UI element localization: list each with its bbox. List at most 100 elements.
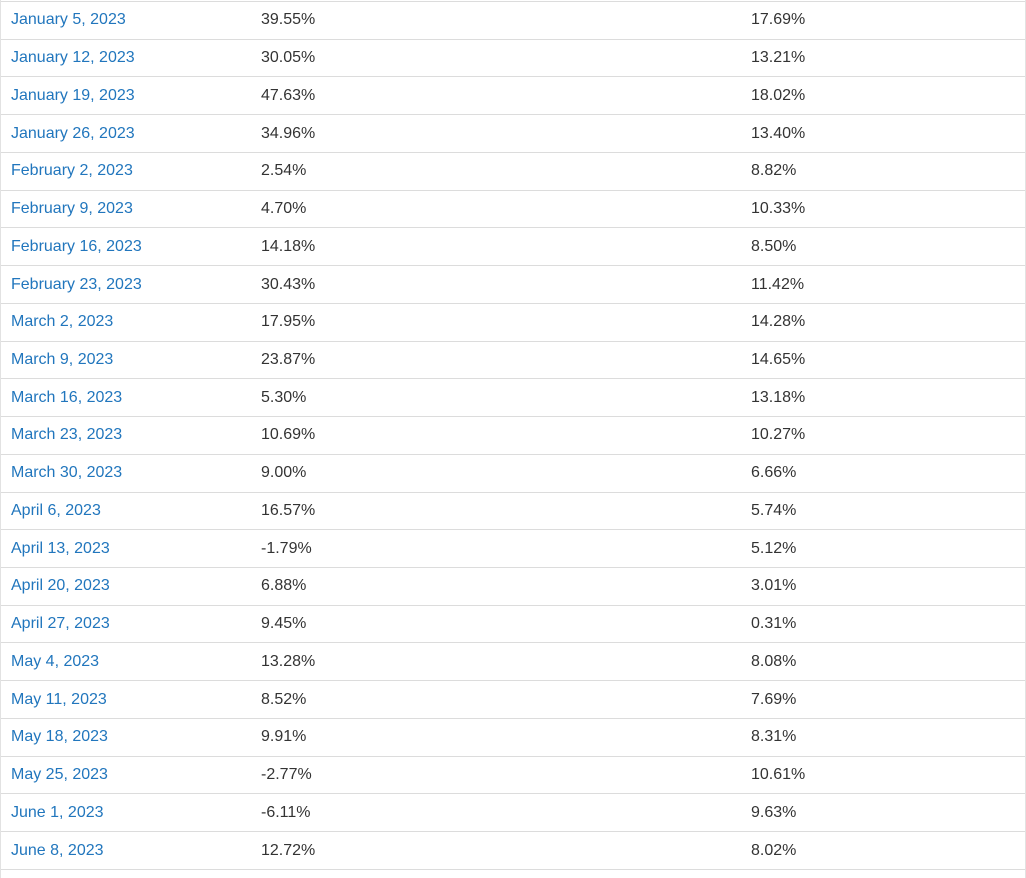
percent-value-1: 47.63% (261, 86, 316, 104)
date-cell: April 27, 2023 (1, 615, 251, 633)
percent-value-2: 14.28% (751, 313, 806, 331)
date-link[interactable]: March 23, 2023 (11, 426, 123, 444)
percent-value-1: 5.30% (261, 388, 307, 406)
date-link[interactable]: January 5, 2023 (11, 11, 126, 29)
date-link[interactable]: March 30, 2023 (11, 464, 123, 482)
date-cell: February 16, 2023 (1, 238, 251, 256)
percent-value-1: 2.54% (261, 162, 307, 180)
date-link[interactable]: May 11, 2023 (11, 690, 107, 708)
date-link[interactable]: March 2, 2023 (11, 313, 114, 331)
date-cell: May 18, 2023 (1, 728, 251, 746)
date-link[interactable]: April 13, 2023 (11, 539, 110, 557)
date-cell: May 25, 2023 (1, 766, 251, 784)
date-link[interactable]: March 16, 2023 (11, 388, 123, 406)
percent-value-1: 30.43% (261, 275, 316, 293)
percent-value-2: 3.01% (751, 577, 797, 595)
date-link[interactable]: April 27, 2023 (11, 615, 110, 633)
table-row: May 4, 2023 13.28% 8.08% (1, 643, 1025, 682)
date-link[interactable]: February 2, 2023 (11, 162, 133, 180)
table-row: January 5, 2023 39.55% 17.69% (1, 2, 1025, 40)
date-cell: March 23, 2023 (1, 426, 251, 444)
percent-value-2: 6.66% (751, 464, 797, 482)
percent-value-2: 5.74% (751, 501, 797, 519)
date-cell: February 2, 2023 (1, 162, 251, 180)
percent-value-2: 8.31% (751, 728, 797, 746)
date-cell: May 4, 2023 (1, 653, 251, 671)
percent-value-2: 11.42% (751, 275, 805, 293)
percent-value-1: 9.45% (261, 615, 307, 633)
date-link[interactable]: June 8, 2023 (11, 841, 104, 859)
percent-value-2: 17.69% (751, 11, 806, 29)
date-cell: May 11, 2023 (1, 691, 251, 709)
date-link[interactable]: January 26, 2023 (11, 124, 135, 142)
percent-value-1: 8.52% (261, 690, 307, 708)
table-row: May 18, 2023 9.91% 8.31% (1, 718, 1025, 757)
date-link[interactable]: January 12, 2023 (11, 49, 135, 67)
table-row: April 27, 2023 9.45% 0.31% (1, 605, 1025, 644)
date-link[interactable]: February 9, 2023 (11, 200, 133, 218)
percent-value-2: 13.18% (751, 388, 806, 406)
percent-value-1: 10.69% (261, 426, 316, 444)
date-link[interactable]: March 9, 2023 (11, 350, 114, 368)
date-link[interactable]: February 23, 2023 (11, 275, 142, 293)
date-link[interactable]: June 1, 2023 (11, 803, 104, 821)
percent-value-1: 30.05% (261, 49, 316, 67)
date-link[interactable]: April 20, 2023 (11, 577, 110, 595)
table-row: February 23, 2023 30.43% 11.42% (1, 266, 1025, 304)
date-link[interactable]: May 4, 2023 (11, 652, 100, 670)
percent-value-1: 16.57% (261, 501, 316, 519)
percent-value-1: -2.77% (261, 766, 312, 784)
percent-value-2: 10.27% (751, 426, 806, 444)
date-cell: January 19, 2023 (1, 87, 251, 105)
table-row: June 8, 2023 12.72% 8.02% (1, 832, 1025, 870)
date-cell: February 9, 2023 (1, 200, 251, 218)
table-row: April 20, 2023 6.88% 3.01% (1, 568, 1025, 606)
table-row: March 16, 2023 5.30% 13.18% (1, 379, 1025, 418)
date-link[interactable]: April 6, 2023 (11, 501, 101, 519)
percent-value-1: 6.88% (261, 577, 307, 595)
percent-value-2: 8.82% (751, 162, 797, 180)
date-cell: February 23, 2023 (1, 276, 251, 294)
percent-value-1: 39.55% (261, 11, 316, 29)
date-link[interactable]: January 19, 2023 (11, 86, 135, 104)
table-row: March 23, 2023 10.69% 10.27% (1, 417, 1025, 455)
table-row: January 12, 2023 30.05% 13.21% (1, 39, 1025, 78)
table-row: April 13, 2023 -1.79% 5.12% (1, 530, 1025, 569)
date-cell: March 16, 2023 (1, 389, 251, 407)
percent-value-1: 23.87% (261, 350, 316, 368)
percent-value-1: 4.70% (261, 200, 307, 218)
percent-value-2: 10.61% (751, 766, 806, 784)
percent-value-1: 9.00% (261, 464, 307, 482)
date-cell: June 8, 2023 (1, 842, 251, 860)
date-cell: April 6, 2023 (1, 502, 251, 520)
table-row: January 26, 2023 34.96% 13.40% (1, 115, 1025, 153)
percent-value-2: 13.21% (751, 49, 806, 67)
table-row: March 2, 2023 17.95% 14.28% (1, 303, 1025, 342)
percent-value-2: 8.02% (751, 841, 797, 859)
percent-value-2: 5.12% (751, 539, 797, 557)
date-link[interactable]: May 25, 2023 (11, 766, 108, 784)
previous-row-sliver (1, 0, 1025, 2)
percent-value-1: 34.96% (261, 124, 316, 142)
percent-value-1: 17.95% (261, 313, 316, 331)
percent-value-2: 7.69% (751, 690, 797, 708)
date-cell: January 26, 2023 (1, 125, 251, 143)
date-cell: March 2, 2023 (1, 313, 251, 331)
table-row: March 30, 2023 9.00% 6.66% (1, 454, 1025, 493)
date-link[interactable]: February 16, 2023 (11, 237, 142, 255)
table-row: June 1, 2023 -6.11% 9.63% (1, 794, 1025, 833)
percent-value-1: 9.91% (261, 728, 307, 746)
percent-value-2: 18.02% (751, 86, 806, 104)
percent-value-1: 12.72% (261, 841, 316, 859)
percent-value-2: 13.40% (751, 124, 806, 142)
percent-value-1: 14.18% (261, 237, 316, 255)
date-cell: April 20, 2023 (1, 577, 251, 595)
date-cell: January 12, 2023 (1, 49, 251, 67)
date-cell: January 5, 2023 (1, 11, 251, 29)
table-row: February 9, 2023 4.70% 10.33% (1, 190, 1025, 229)
date-link[interactable]: May 18, 2023 (11, 728, 108, 746)
table-row: April 6, 2023 16.57% 5.74% (1, 492, 1025, 531)
percent-value-2: 8.50% (751, 237, 797, 255)
